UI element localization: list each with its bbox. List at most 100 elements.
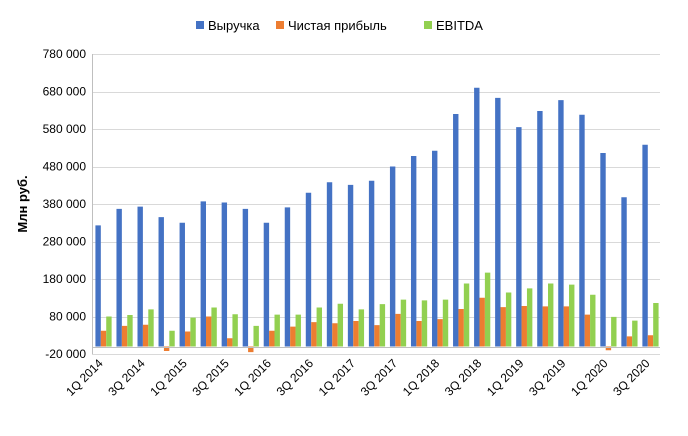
bar-ebitda: [442, 299, 449, 347]
bar-ebitda: [653, 303, 659, 347]
x-tick-label: 1Q 2017: [316, 356, 359, 399]
legend-label: EBITDA: [436, 18, 483, 33]
x-tick-labels: 1Q 2014 3Q 2014 1Q 2015 3Q 2015 1Q 2016 3Q 20…: [63, 356, 653, 399]
axes: [92, 54, 660, 354]
x-tick-label: 1Q 2020: [568, 356, 611, 399]
bar-revenue: [537, 111, 543, 347]
bar-revenue: [600, 153, 606, 347]
bar-ebitda: [569, 284, 575, 347]
x-tick-label: 3Q 2017: [358, 356, 401, 399]
bar-net-profit: [500, 307, 506, 347]
y-tick-label: 580 000: [43, 122, 87, 136]
x-tick-label: 1Q 2016: [232, 356, 275, 399]
bar-net-profit: [311, 322, 317, 347]
bar-revenue: [200, 201, 206, 347]
bar-ebitda: [611, 316, 617, 347]
bar-revenue: [179, 222, 185, 347]
y-tick-label: 80 000: [49, 310, 86, 324]
bar-revenue: [326, 182, 333, 347]
bar-net-profit: [458, 309, 464, 347]
legend-swatch: [424, 21, 432, 29]
legend: Выручка Чистая прибыль EBITDA: [196, 18, 483, 33]
bar-ebitda: [400, 299, 407, 347]
bar-revenue: [621, 197, 627, 347]
bar-net-profit: [248, 346, 254, 353]
bar-revenue: [516, 127, 522, 347]
x-tick-label: 3Q 2020: [610, 356, 653, 399]
bar-ebitda: [337, 303, 344, 347]
bar-ebitda: [379, 304, 386, 347]
bar-net-profit: [353, 321, 359, 347]
bar-ebitda: [274, 314, 280, 347]
x-tick-label: 3Q 2018: [442, 356, 485, 399]
bar-ebitda: [548, 283, 554, 347]
bar-net-profit: [437, 319, 443, 347]
x-tick-label: 1Q 2019: [484, 356, 527, 399]
bar-revenue: [95, 225, 101, 347]
bar-ebitda: [526, 288, 533, 347]
bar-net-profit: [290, 326, 296, 347]
bar-net-profit: [184, 331, 191, 347]
bar-revenue: [116, 208, 122, 347]
bar-revenue: [158, 217, 164, 347]
bar-ebitda: [169, 330, 175, 347]
bar-ebitda: [484, 272, 491, 347]
bar-revenue: [495, 97, 501, 347]
bar-revenue: [558, 100, 564, 347]
bar-ebitda: [590, 294, 596, 347]
x-tick-label: 3Q 2016: [274, 356, 317, 399]
bar-net-profit: [227, 338, 233, 347]
bar-net-profit: [206, 316, 212, 347]
bar-ebitda: [127, 315, 133, 347]
bar-net-profit: [395, 313, 401, 347]
bar-ebitda: [505, 292, 512, 347]
bar-net-profit: [542, 306, 548, 347]
legend-swatch: [276, 21, 284, 29]
bar-net-profit: [584, 314, 591, 347]
x-tick-label: 1Q 2018: [400, 356, 443, 399]
x-tick-label: 3Q 2015: [189, 356, 232, 399]
bar-net-profit: [163, 346, 170, 351]
bar-revenue: [263, 222, 270, 347]
y-tick-label: 680 000: [43, 85, 87, 99]
y-tick-label: 180 000: [43, 272, 87, 286]
gridlines: [92, 54, 660, 355]
bar-revenue: [284, 207, 291, 347]
bar-revenue: [137, 206, 143, 347]
bar-revenue: [305, 192, 312, 347]
bar-net-profit: [374, 325, 380, 347]
bar-ebitda: [632, 320, 638, 347]
bar-ebitda: [253, 325, 259, 347]
bar-ebitda: [148, 309, 154, 347]
bar-revenue: [221, 202, 228, 347]
bar-revenue: [642, 144, 648, 347]
y-tick-label: 480 000: [43, 160, 87, 174]
bar-net-profit: [416, 321, 422, 347]
bar-revenue: [242, 208, 249, 347]
bar-net-profit: [100, 330, 107, 347]
bar-revenue: [432, 150, 438, 347]
bar-net-profit: [626, 336, 633, 347]
bar-ebitda: [421, 300, 428, 347]
bar-ebitda: [316, 307, 322, 347]
y-tick-label: 380 000: [43, 197, 87, 211]
x-tick-label: 3Q 2019: [526, 356, 569, 399]
x-tick-label: 1Q 2014: [63, 356, 106, 399]
bar-revenue: [453, 114, 459, 347]
bar-net-profit: [563, 306, 570, 347]
bar-ebitda: [463, 283, 470, 347]
bar-net-profit: [269, 330, 275, 347]
legend-swatch: [196, 21, 204, 29]
y-tick-labels: -20 000 80 000 180 000 280 000 380 000 480 00…: [43, 47, 87, 361]
bar-net-profit: [121, 325, 128, 347]
bar-revenue: [474, 87, 480, 347]
bar-revenue: [579, 114, 585, 347]
bar-revenue: [410, 156, 417, 347]
legend-label: Чистая прибыль: [288, 18, 387, 33]
bar-ebitda: [190, 317, 196, 347]
bar-net-profit: [521, 306, 527, 347]
y-axis-label: Млн руб.: [15, 175, 30, 232]
y-tick-label: 780 000: [43, 47, 87, 61]
